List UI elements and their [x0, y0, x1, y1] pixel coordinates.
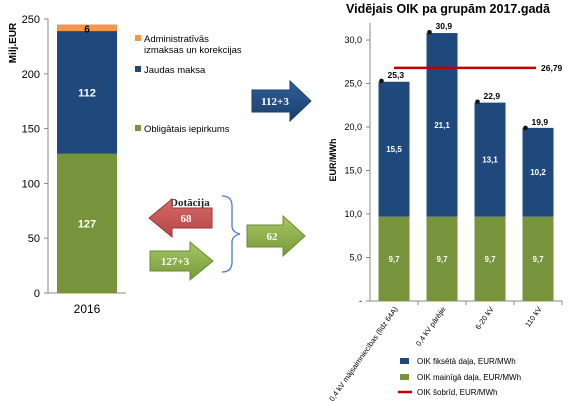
left-legend-swatch	[135, 66, 141, 72]
right-bar-value-label: 13,1	[482, 156, 498, 165]
left-y-axis-label: Milj.EUR	[8, 22, 19, 63]
right-legend: OIK fiksētā daļa, EUR/MWh OIK mainīgā daļ…	[398, 357, 521, 397]
left-bar-segment	[57, 24, 117, 32]
right-bar-value-label: 9,7	[484, 255, 496, 264]
right-y-tick-label: 25,0	[344, 79, 362, 89]
right-y-tick-label: 30,0	[344, 35, 362, 45]
right-bar-segment	[378, 81, 410, 217]
right-bar-value-label: 10,2	[530, 168, 546, 177]
right-x-category-label: 0,4 kV mājsaimniecības (līdz 64A)	[327, 305, 400, 401]
left-bar-value-label: 127	[78, 218, 96, 230]
total-value-label: 25,3	[388, 70, 405, 80]
total-value-label: 19,9	[532, 117, 549, 127]
right-bar-chart: Vidējais OIK pa grupām 2017.gadā - 5,0 10,…	[327, 2, 562, 401]
total-marker	[523, 125, 528, 131]
left-y-tick-label: 200	[22, 69, 40, 81]
right-legend-swatch	[400, 358, 409, 364]
right-bar-value-label: 15,5	[386, 145, 402, 154]
arrow-green-right: 62	[246, 214, 306, 258]
right-legend-label: OIK fiksētā daļa, EUR/MWh	[417, 357, 516, 366]
arrow-green-left-label: 127+3	[161, 256, 190, 268]
arrow-green-left: 127+3	[149, 240, 214, 282]
right-bar-segment	[522, 127, 554, 217]
right-y-tick-label: 20,0	[344, 122, 362, 132]
right-x-category-label: 110 kV	[523, 305, 543, 329]
arrow-red-label: 68	[181, 213, 193, 225]
arrow-green-right-label: 62	[267, 231, 279, 243]
reference-line-label: 26,79	[541, 63, 563, 73]
left-y-tick-label: 50	[28, 233, 40, 245]
left-legend-swatch	[135, 35, 141, 41]
right-y-tick-label: 15,0	[344, 166, 362, 176]
left-legend-label-line2: izmaksas un korekcijas	[144, 45, 242, 56]
left-y-tick-label: 250	[22, 14, 40, 26]
right-legend-label: OIK šobrīd, EUR/MWh	[417, 388, 497, 397]
left-stacked-chart: 0 50 100 150 200 250 127 112 6 Milj.EUR 2016 Ad…	[8, 14, 242, 316]
left-bar-value-label: 112	[78, 87, 96, 99]
curly-brace	[221, 195, 241, 273]
right-bar-segment	[426, 216, 458, 301]
left-legend-label: Administratīvās	[144, 34, 209, 45]
left-legend-swatch	[135, 125, 141, 131]
total-marker	[427, 29, 432, 35]
arrow-blue-label: 112+3	[261, 96, 289, 108]
total-value-label: 30,9	[436, 21, 453, 31]
left-legend-label: Jaudas maksa	[144, 65, 206, 76]
right-bar-value-label: 9,7	[436, 255, 448, 264]
right-bar-value-label: 9,7	[388, 255, 400, 264]
right-bar-value-label: 9,7	[532, 255, 544, 264]
right-legend-label: OIK mainīgā daļa, EUR/MWh	[417, 373, 521, 382]
right-bar-segment	[378, 216, 410, 301]
right-x-category-label: 0,4 kV pārējie	[414, 305, 448, 348]
arrow-blue: 112+3	[251, 79, 312, 123]
right-y-tick-label: 5,0	[349, 253, 362, 263]
left-bar-segment	[57, 31, 117, 154]
left-y-tick-label: 150	[22, 124, 40, 136]
total-marker	[475, 99, 480, 105]
total-marker	[379, 78, 384, 84]
left-y-tick-label: 0	[34, 288, 40, 300]
left-legend-label: Obligātais iepirkums	[144, 124, 230, 135]
right-x-category-label: 6-20 kV	[473, 305, 495, 331]
right-bar-value-label: 21,1	[434, 121, 450, 130]
arrow-red: 68	[148, 197, 213, 239]
left-bar-value-label: 6	[84, 24, 90, 35]
chart-title: Vidējais OIK pa grupām 2017.gadā	[346, 2, 551, 16]
right-y-tick-label: 10,0	[344, 209, 362, 219]
right-bar-segment	[474, 102, 506, 217]
left-bar-segment	[57, 153, 117, 293]
right-y-tick-label: -	[359, 296, 362, 306]
left-x-category-label: 2016	[74, 302, 101, 316]
right-bar-segment	[522, 216, 554, 301]
total-value-label: 22,9	[484, 91, 501, 101]
right-legend-swatch	[400, 374, 409, 380]
right-bar-segment	[426, 33, 458, 217]
subsidy-label: Dotācija	[170, 197, 210, 209]
right-y-axis-label: EUR/MWh	[328, 139, 338, 182]
left-y-tick-label: 100	[22, 178, 40, 190]
right-bar-segment	[474, 216, 506, 301]
